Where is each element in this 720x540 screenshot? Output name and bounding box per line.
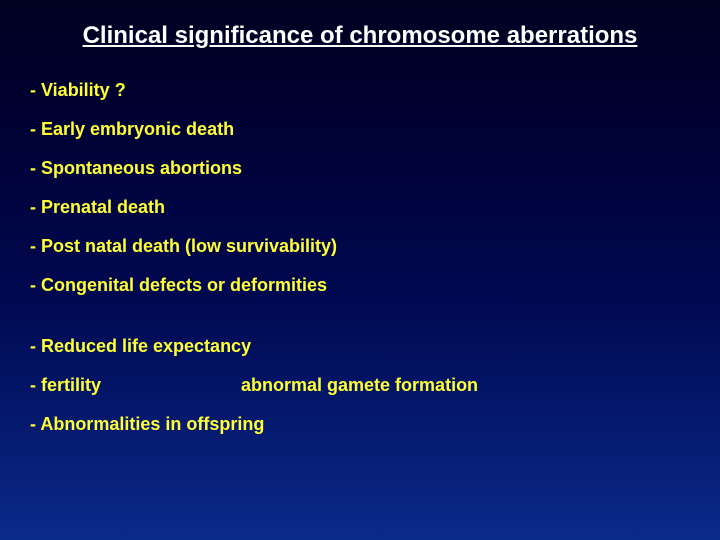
bullet-fertility-row: - fertility abnormal gamete formation — [30, 375, 690, 396]
bullet-congenital-defects: - Congenital defects or deformities — [30, 275, 690, 296]
bullet-spontaneous-abortions: - Spontaneous abortions — [30, 158, 690, 179]
fertility-note: abnormal gamete formation — [241, 375, 478, 396]
bullet-fertility: - fertility — [30, 375, 101, 396]
slide-title: Clinical significance of chromosome aber… — [60, 22, 660, 50]
bullet-postnatal-death: - Post natal death (low survivability) — [30, 236, 690, 257]
bullet-abnormalities-offspring: - Abnormalities in offspring — [30, 414, 690, 435]
bullet-prenatal-death: - Prenatal death — [30, 197, 690, 218]
bullet-viability: - Viability ? — [30, 80, 690, 101]
bullet-reduced-life-expectancy: - Reduced life expectancy — [30, 336, 690, 357]
bullet-early-embryonic-death: - Early embryonic death — [30, 119, 690, 140]
spacer — [30, 314, 690, 336]
